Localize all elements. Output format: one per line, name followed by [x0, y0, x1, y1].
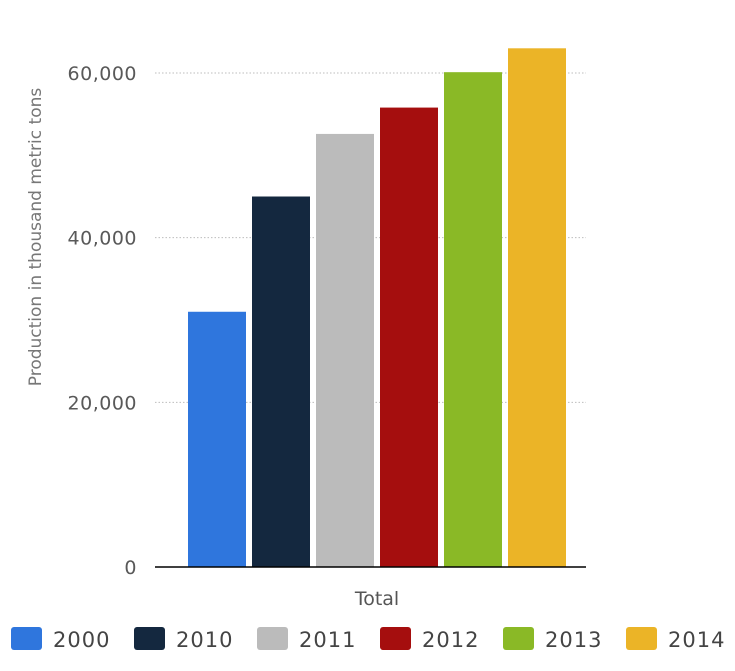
- legend-label: 2010: [176, 628, 233, 652]
- legend-label: 2014: [668, 628, 725, 652]
- y-axis-title: Production in thousand metric tons: [26, 88, 46, 387]
- legend-swatch: [134, 627, 165, 650]
- legend: 2000 2010 2011 2012 2013 2014: [11, 627, 725, 652]
- legend-item-2011[interactable]: 2011: [257, 627, 356, 652]
- y-tick-label: 0: [124, 557, 137, 579]
- legend-swatch: [11, 627, 42, 650]
- y-tick-label: 60,000: [68, 63, 137, 85]
- bar-2012[interactable]: [380, 107, 438, 567]
- legend-item-2014[interactable]: 2014: [626, 627, 725, 652]
- legend-item-2013[interactable]: 2013: [503, 627, 602, 652]
- legend-item-2000[interactable]: 2000: [11, 627, 110, 652]
- legend-label: 2013: [545, 628, 602, 652]
- legend-swatch: [257, 627, 288, 650]
- bar-2000[interactable]: [188, 311, 246, 567]
- legend-swatch: [380, 627, 411, 650]
- y-axis-ticks: 0 20,000 40,000 60,000: [68, 63, 137, 579]
- bar-2014[interactable]: [508, 48, 566, 568]
- y-tick-label: 40,000: [68, 228, 137, 250]
- legend-item-2012[interactable]: 2012: [380, 627, 479, 652]
- bar-2013[interactable]: [444, 72, 502, 567]
- legend-swatch: [503, 627, 534, 650]
- bar-2011[interactable]: [316, 133, 374, 567]
- y-tick-label: 20,000: [68, 392, 137, 414]
- bars: [188, 48, 566, 568]
- legend-label: 2012: [422, 628, 479, 652]
- bar-2010[interactable]: [252, 196, 310, 568]
- legend-label: 2000: [53, 628, 110, 652]
- x-category-label: Total: [354, 588, 399, 610]
- legend-swatch: [626, 627, 657, 650]
- legend-item-2010[interactable]: 2010: [134, 627, 233, 652]
- legend-label: 2011: [299, 628, 356, 652]
